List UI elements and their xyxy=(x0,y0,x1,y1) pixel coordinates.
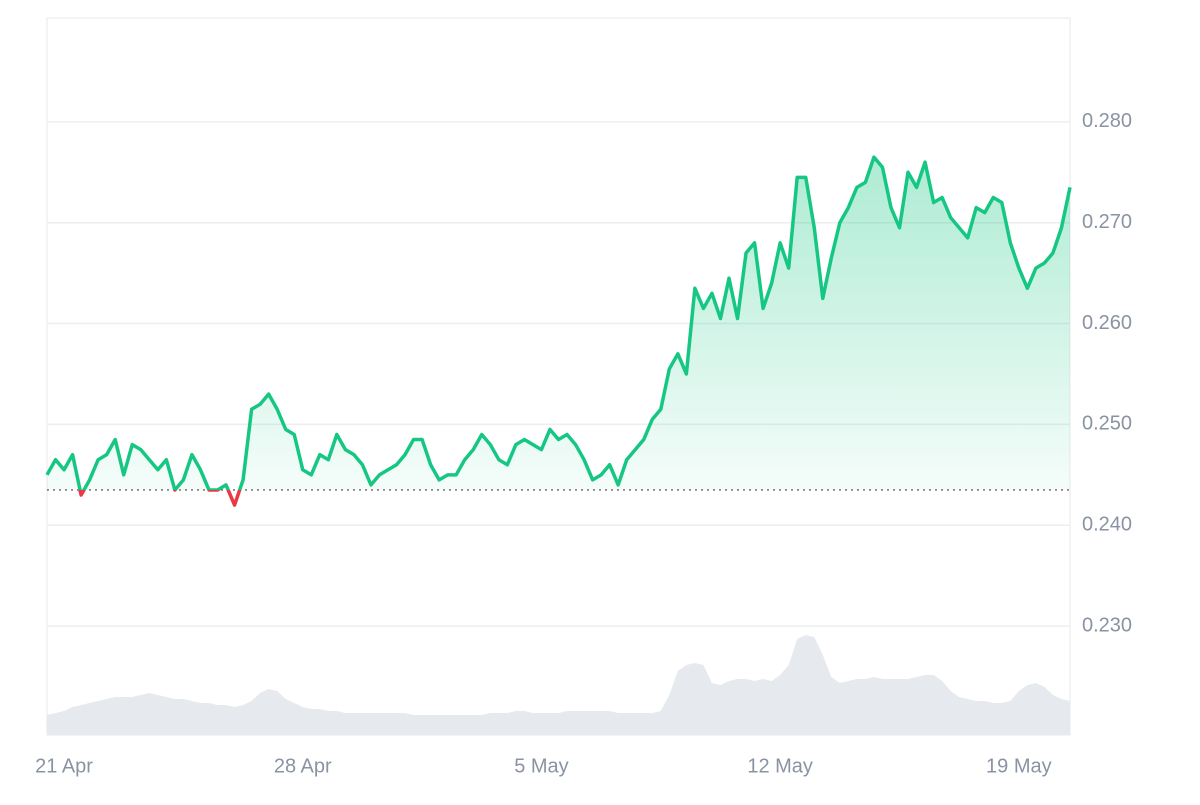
x-tick-label: 12 May xyxy=(747,755,813,777)
price-area xyxy=(47,157,1070,490)
x-tick-label: 21 Apr xyxy=(35,755,93,777)
volume-area xyxy=(47,635,1070,735)
x-tick-label: 5 May xyxy=(514,755,568,777)
y-tick-label: 0.250 xyxy=(1082,413,1132,435)
y-tick-label: 0.240 xyxy=(1082,514,1132,536)
y-tick-label: 0.260 xyxy=(1082,312,1132,334)
y-tick-label: 0.270 xyxy=(1082,211,1132,233)
price-line-up xyxy=(45,155,1072,490)
y-tick-label: 0.280 xyxy=(1082,110,1132,132)
y-tick-label: 0.230 xyxy=(1082,614,1132,636)
x-tick-label: 28 Apr xyxy=(274,755,332,777)
x-tick-label: 19 May xyxy=(986,755,1052,777)
